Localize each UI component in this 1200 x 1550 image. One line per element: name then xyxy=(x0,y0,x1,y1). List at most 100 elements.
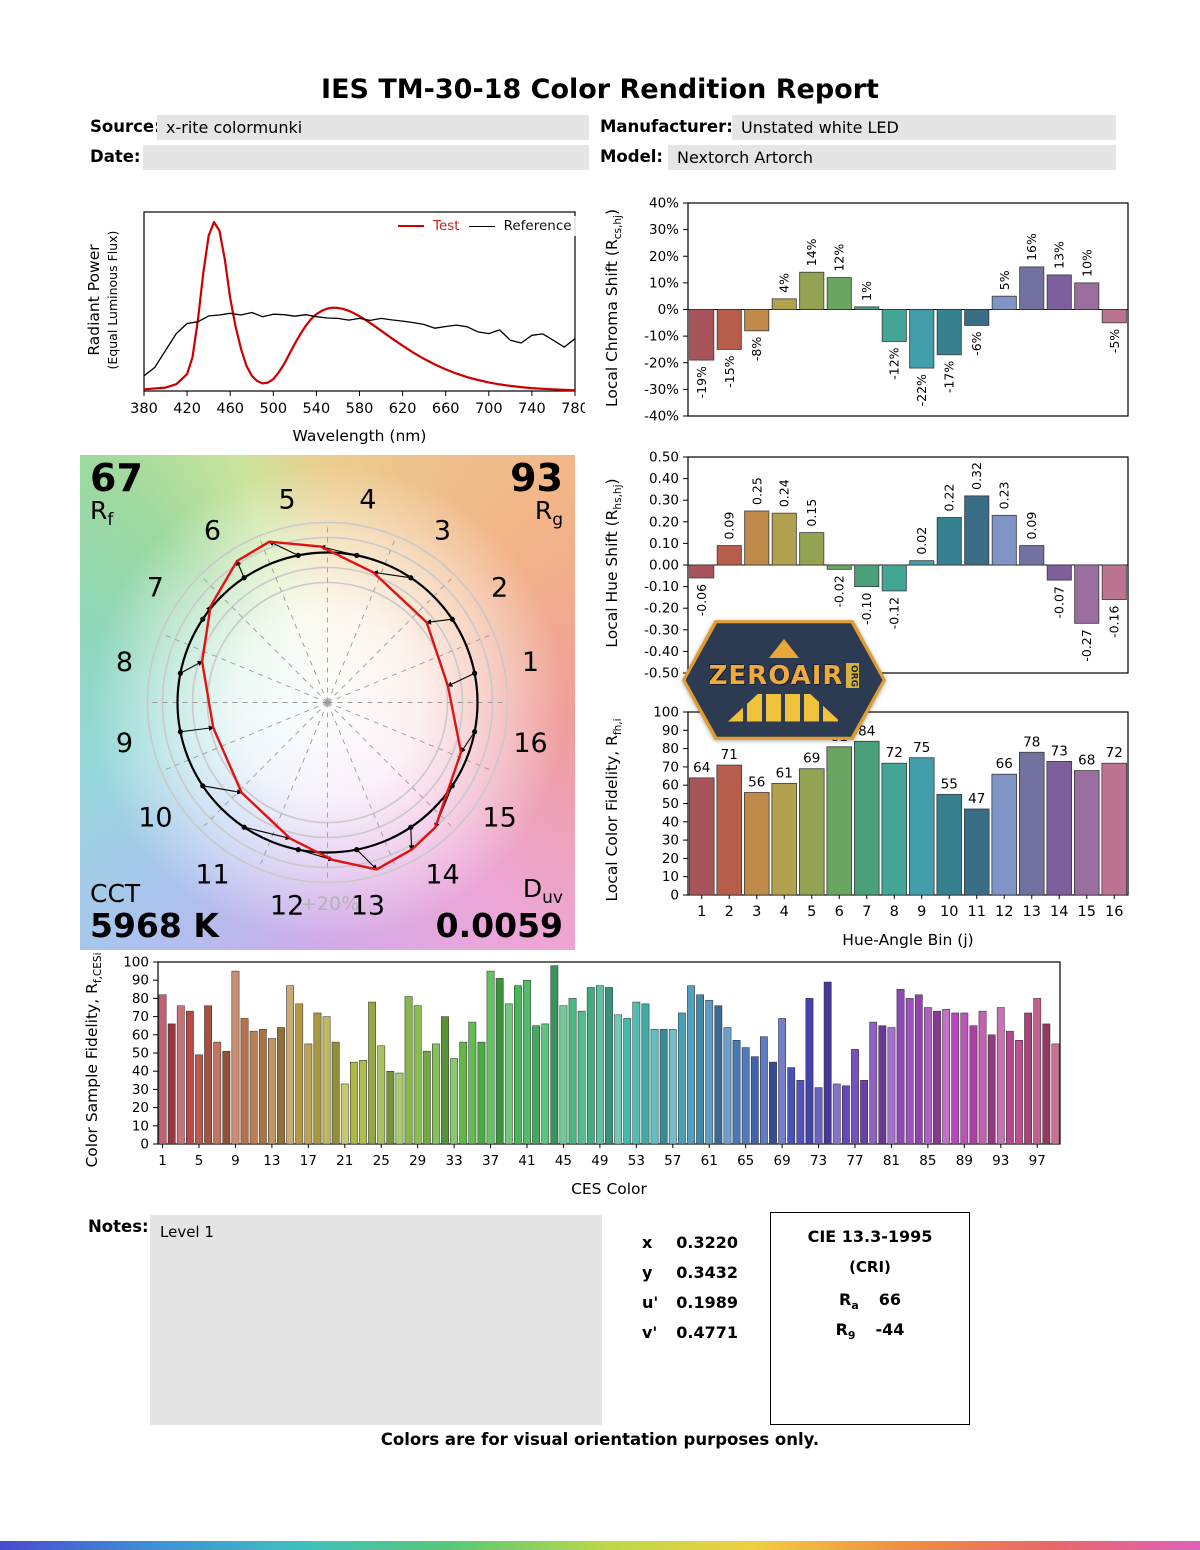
date-field xyxy=(143,145,589,170)
svg-text:12: 12 xyxy=(270,891,304,922)
bar xyxy=(668,1029,677,1145)
bar xyxy=(732,1040,741,1145)
rf-score: 67 Rf xyxy=(90,456,143,530)
svg-text:29: 29 xyxy=(409,1153,426,1169)
svg-text:-0.10: -0.10 xyxy=(859,593,874,625)
svg-text:-15%: -15% xyxy=(722,355,737,387)
svg-text:93: 93 xyxy=(992,1153,1009,1169)
source-label: Source: xyxy=(90,117,161,136)
bar xyxy=(878,1025,887,1145)
svg-text:12: 12 xyxy=(995,904,1013,920)
bar xyxy=(744,309,770,332)
spd-svg: 380 420 460 500 540 580 620 660 700 740 780 Wavelen… xyxy=(130,211,585,445)
cri-ra-row: Ra 66 xyxy=(839,1290,901,1313)
bar xyxy=(231,970,240,1145)
svg-text:0.30: 0.30 xyxy=(649,493,679,509)
svg-text:89: 89 xyxy=(956,1153,973,1169)
reference-curve xyxy=(143,311,576,377)
cri-r9-row: R9 -44 xyxy=(835,1320,905,1343)
svg-text:41: 41 xyxy=(518,1153,535,1169)
svg-text:4: 4 xyxy=(359,484,376,515)
svg-text:11: 11 xyxy=(195,860,229,891)
bar xyxy=(277,1027,285,1145)
svg-text:8: 8 xyxy=(890,904,899,920)
bar xyxy=(541,1023,550,1145)
bar xyxy=(705,999,714,1145)
bar xyxy=(677,1012,686,1145)
cri-title: CIE 13.3-1995 xyxy=(807,1227,933,1246)
bar xyxy=(826,564,852,570)
svg-text:11: 11 xyxy=(968,904,986,920)
svg-text:0.32: 0.32 xyxy=(969,462,984,490)
svg-text:30: 30 xyxy=(132,1082,149,1098)
footer-disclaimer: Colors are for visual orientation purpos… xyxy=(380,1430,820,1449)
bar xyxy=(853,740,880,896)
svg-text:40: 40 xyxy=(132,1064,149,1080)
svg-text:-0.27: -0.27 xyxy=(1079,629,1094,661)
bar xyxy=(1046,274,1072,310)
bar xyxy=(960,1012,969,1145)
svg-text:73: 73 xyxy=(1051,743,1068,759)
bar xyxy=(687,985,695,1145)
date-label: Date: xyxy=(90,147,141,166)
bar xyxy=(559,1005,568,1145)
svg-text:80: 80 xyxy=(662,741,679,757)
svg-text:0%: 0% xyxy=(658,302,680,318)
bar xyxy=(914,994,923,1145)
bar xyxy=(586,987,595,1145)
svg-text:-0.16: -0.16 xyxy=(1107,606,1122,638)
svg-text:500: 500 xyxy=(259,401,287,417)
svg-text:81: 81 xyxy=(883,1153,900,1169)
svg-text:14: 14 xyxy=(425,860,459,891)
svg-text:10%: 10% xyxy=(1079,249,1094,277)
bar xyxy=(832,1083,841,1145)
svg-text:-30%: -30% xyxy=(644,382,679,398)
svg-text:5: 5 xyxy=(279,484,296,515)
bar xyxy=(936,517,962,566)
bar xyxy=(431,1043,440,1145)
bar xyxy=(322,1016,331,1145)
svg-text:0.09: 0.09 xyxy=(722,512,737,540)
bar xyxy=(799,271,825,310)
bar xyxy=(689,309,715,361)
svg-text:460: 460 xyxy=(216,401,244,417)
manufacturer-label: Manufacturer: xyxy=(600,117,733,136)
bar xyxy=(477,1041,486,1145)
bar xyxy=(769,1061,777,1145)
svg-text:4: 4 xyxy=(780,904,789,920)
bar xyxy=(716,309,742,350)
svg-text:10: 10 xyxy=(940,904,958,920)
svg-text:4%: 4% xyxy=(777,273,792,293)
svg-text:10: 10 xyxy=(662,869,679,885)
svg-text:-0.50: -0.50 xyxy=(644,666,679,682)
bar xyxy=(743,792,770,896)
bar xyxy=(854,564,880,588)
svg-text:14%: 14% xyxy=(804,238,819,266)
shift-arrow xyxy=(408,827,415,851)
bar xyxy=(905,998,914,1145)
bar xyxy=(881,309,907,342)
shift-arrow xyxy=(202,785,243,795)
report-title: IES TM-30-18 Color Rendition Report xyxy=(321,74,879,105)
bar xyxy=(313,1012,322,1145)
bar xyxy=(450,1058,459,1145)
svg-text:-40%: -40% xyxy=(644,409,679,425)
svg-text:-20%: -20% xyxy=(644,355,679,371)
svg-text:1: 1 xyxy=(158,1153,167,1169)
bar xyxy=(689,564,715,579)
svg-text:3: 3 xyxy=(434,515,451,546)
svg-text:0.22: 0.22 xyxy=(942,484,957,512)
bar xyxy=(896,989,905,1145)
test-curve xyxy=(143,221,576,392)
svg-text:-0.12: -0.12 xyxy=(887,597,902,629)
svg-text:-10%: -10% xyxy=(644,329,679,345)
svg-text:55: 55 xyxy=(941,776,958,792)
svg-text:2: 2 xyxy=(725,904,734,920)
local-chroma-shift-chart: 40% 30% 20% 10% 0% -10% -20% -30% -40% -19% -15% -8… xyxy=(622,193,1134,428)
bar xyxy=(623,1018,632,1145)
svg-text:780: 780 xyxy=(561,401,585,417)
svg-text:-17%: -17% xyxy=(942,361,957,393)
bar xyxy=(1019,266,1045,310)
bar xyxy=(714,1005,723,1145)
